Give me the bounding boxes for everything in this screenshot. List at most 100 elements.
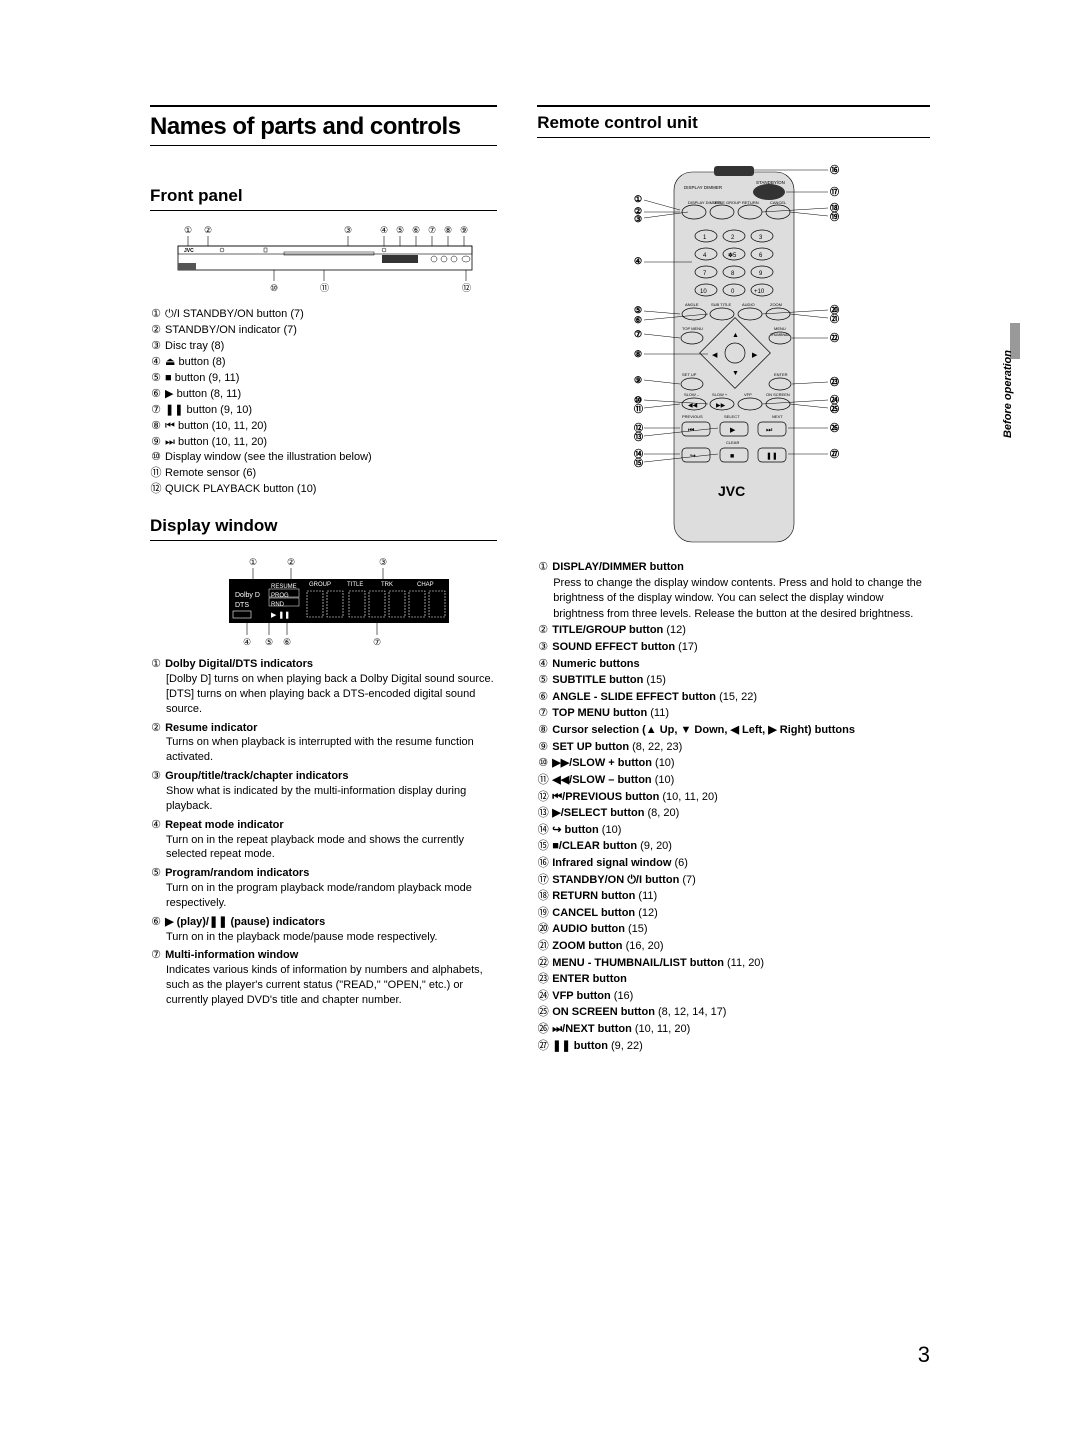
list-item: ⑪ Remote sensor (6) <box>150 466 497 482</box>
svg-text:②: ② <box>287 557 295 567</box>
page: Before operation Names of parts and cont… <box>0 0 1080 1456</box>
rule-under-right <box>537 137 930 138</box>
svg-text:▶: ▶ <box>730 427 736 434</box>
rule-display-window <box>150 540 497 541</box>
svg-text:⑩: ⑩ <box>270 283 278 293</box>
list-item: ㉕ ON SCREEN button (8, 12, 14, 17) <box>537 1005 930 1021</box>
svg-text:㉓: ㉓ <box>830 377 839 387</box>
display-window-list: ① Dolby Digital/DTS indicators[Dolby D] … <box>150 657 497 1008</box>
display-window-diagram: ① ② ③ Dolby D DTS RESUME PROG RND GROUP <box>189 555 459 651</box>
list-item: ㉗ ❚❚ button (9, 22) <box>537 1039 930 1055</box>
svg-text:④: ④ <box>634 256 642 266</box>
svg-text:⑯: ⑯ <box>830 165 839 175</box>
list-item: ⑥ ▶ button (8, 11) <box>150 387 497 403</box>
svg-text:GROUP: GROUP <box>309 582 331 588</box>
list-item: ① ⏻/I STANDBY/ON button (7) <box>150 307 497 323</box>
list-item: ㉔ VFP button (16) <box>537 989 930 1005</box>
svg-text:JVC: JVC <box>184 248 194 254</box>
svg-text:③: ③ <box>634 214 642 224</box>
svg-text:③: ③ <box>379 557 387 567</box>
list-item: ⑫ ⏮/PREVIOUS button (10, 11, 20) <box>537 790 930 806</box>
list-item: ⑥ ANGLE - SLIDE EFFECT button (15, 22) <box>537 690 930 706</box>
svg-text:NEXT: NEXT <box>772 414 783 419</box>
list-item: ⑪ ◀◀/SLOW – button (10) <box>537 773 930 789</box>
svg-text:⑦: ⑦ <box>428 225 436 235</box>
svg-text:⑬: ⑬ <box>634 432 643 442</box>
svg-text:ON SCREEN: ON SCREEN <box>766 392 790 397</box>
remote-control-list: ① DISPLAY/DIMMER buttonPress to change t… <box>537 560 930 1054</box>
list-item: ③ Disc tray (8) <box>150 339 497 355</box>
list-item: ⑧ Cursor selection (▲ Up, ▼ Down, ◀ Left… <box>537 723 930 739</box>
list-item: ① Dolby Digital/DTS indicators[Dolby D] … <box>150 657 497 716</box>
svg-text:⑦: ⑦ <box>634 329 642 339</box>
svg-text:10: 10 <box>700 289 707 295</box>
list-item: ⑨ SET UP button (8, 22, 23) <box>537 740 930 756</box>
two-column-layout: Names of parts and controls Front panel … <box>150 105 930 1055</box>
list-item: ㉖ ⏭/NEXT button (10, 11, 20) <box>537 1022 930 1038</box>
list-item: ④ ⏏ button (8) <box>150 355 497 371</box>
svg-text:PREVIOUS: PREVIOUS <box>682 414 703 419</box>
svg-text:SUB TITLE: SUB TITLE <box>711 302 731 307</box>
list-item: ⑭ ↪ button (10) <box>537 823 930 839</box>
svg-text:RETURN: RETURN <box>742 200 759 205</box>
list-item: ㉓ ENTER button <box>537 972 930 988</box>
svg-text:▲: ▲ <box>732 332 739 339</box>
svg-text:VFP: VFP <box>744 392 752 397</box>
list-item: ② TITLE/GROUP button (12) <box>537 623 930 639</box>
svg-text:③: ③ <box>344 225 352 235</box>
svg-text:⑧: ⑧ <box>444 225 452 235</box>
display-window-heading: Display window <box>150 516 497 536</box>
svg-text:◀◀: ◀◀ <box>688 403 698 409</box>
svg-text:RND: RND <box>271 602 285 608</box>
svg-text:■: ■ <box>730 453 734 460</box>
list-item: ④ Repeat mode indicatorTurn on in the re… <box>150 818 497 863</box>
svg-text:JVC: JVC <box>718 483 745 499</box>
svg-text:⑪: ⑪ <box>320 283 329 293</box>
list-item: ④ Numeric buttons <box>537 657 930 673</box>
front-panel-list: ① ⏻/I STANDBY/ON button (7)② STANDBY/ON … <box>150 307 497 498</box>
svg-text:⑤: ⑤ <box>396 225 404 235</box>
svg-text:AUDIO: AUDIO <box>742 302 755 307</box>
list-item: ⑩ Display window (see the illustration b… <box>150 450 497 466</box>
list-item: ⑤ Program/random indicatorsTurn on in th… <box>150 866 497 911</box>
svg-text:+10: +10 <box>754 289 765 295</box>
remote-heading: Remote control unit <box>537 113 930 133</box>
svg-text:①: ① <box>634 194 642 204</box>
svg-text:④: ④ <box>243 637 251 647</box>
list-item: ⑥ ▶ (play)/❚❚ (pause) indicatorsTurn on … <box>150 915 497 945</box>
svg-text:ENTER: ENTER <box>774 372 788 377</box>
svg-text:SET UP: SET UP <box>682 372 697 377</box>
svg-text:㉒: ㉒ <box>830 333 839 343</box>
rule-front-panel <box>150 210 497 211</box>
list-item: ⑨ ⏭ button (10, 11, 20) <box>150 435 497 451</box>
rule-top-left <box>150 105 497 107</box>
svg-text:㉕: ㉕ <box>830 404 839 414</box>
svg-text:②: ② <box>204 225 212 235</box>
svg-text:①: ① <box>249 557 257 567</box>
svg-text:▶: ▶ <box>752 352 758 359</box>
list-item: ⑦ Multi-information windowIndicates vari… <box>150 948 497 1007</box>
svg-text:DISPLAY DIMMER: DISPLAY DIMMER <box>684 185 723 190</box>
svg-text:TITLE GROUP: TITLE GROUP <box>714 200 741 205</box>
svg-text:⑥: ⑥ <box>412 225 420 235</box>
list-item: ⑮ ■/CLEAR button (9, 20) <box>537 839 930 855</box>
list-item: ③ Group/title/track/chapter indicatorsSh… <box>150 769 497 814</box>
rule-under-left <box>150 145 497 146</box>
list-item: ② Resume indicatorTurns on when playback… <box>150 721 497 766</box>
rule-top-right <box>537 105 930 107</box>
svg-text:SLOW +: SLOW + <box>712 392 728 397</box>
svg-text:▼: ▼ <box>732 370 739 377</box>
list-item: ⑰ STANDBY/ON ⏻/I button (7) <box>537 873 930 889</box>
svg-text:⑥: ⑥ <box>634 315 642 325</box>
svg-text:㉑: ㉑ <box>830 314 839 324</box>
list-item: ⑤ ■ button (9, 11) <box>150 371 497 387</box>
svg-text:▶ ❚❚: ▶ ❚❚ <box>271 611 290 619</box>
svg-text:SLOW –: SLOW – <box>684 392 700 397</box>
remote-control-diagram: STANDBY/ON DISPLAY DIMMER DISPLAY DIMMER… <box>584 156 884 556</box>
svg-text:⑰: ⑰ <box>830 187 839 197</box>
list-item: ⑩ ▶▶/SLOW + button (10) <box>537 756 930 772</box>
svg-text:ANGLE: ANGLE <box>685 302 699 307</box>
svg-text:TRK: TRK <box>381 582 393 588</box>
svg-text:④: ④ <box>380 225 388 235</box>
svg-text:Dolby D: Dolby D <box>235 592 260 599</box>
